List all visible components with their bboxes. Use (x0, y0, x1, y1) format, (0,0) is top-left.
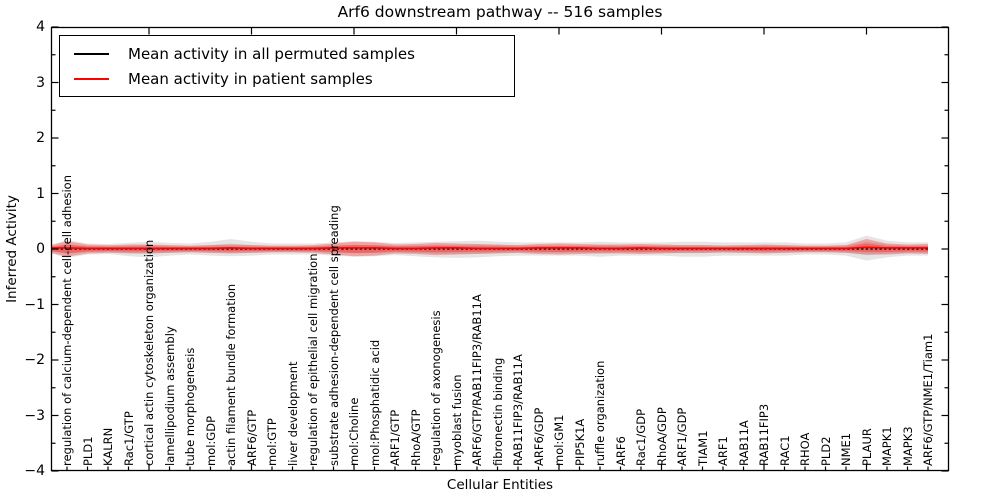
y-tick-label: −1 (24, 296, 45, 313)
x-tick-label: ARF6/GDP (531, 407, 546, 466)
patient-mean-line (51, 246, 928, 250)
legend-label: Mean activity in patient samples (128, 69, 373, 88)
x-tick-label: NME1 (839, 432, 853, 466)
x-tick-label: RAB11FIP3/RAB11A (511, 354, 525, 466)
x-tick-label: myoblast fusion (449, 374, 464, 466)
y-tick-label: −2 (24, 352, 45, 368)
x-tick-label: RAB11A (736, 420, 751, 466)
permuted-line-swatch (74, 52, 109, 55)
x-tick-label: RhoA/GDP (654, 407, 669, 466)
x-tick-label: KALRN (101, 427, 115, 466)
x-tick-label: MAPK1 (880, 426, 894, 466)
x-tick-label: lamellipodium assembly (162, 326, 177, 466)
x-tick-label: mol:Phosphatidic acid (367, 339, 382, 466)
x-tick-label: PLD2 (818, 436, 833, 466)
x-tick-label: PLAUR (859, 428, 874, 466)
x-tick-label: RAC1 (777, 435, 792, 466)
x-tick-label: Rac1/GDP (634, 408, 648, 466)
x-tick-label: regulation of epithelial cell migration (306, 253, 320, 466)
x-tick-label: RHOA (798, 432, 812, 466)
x-tick-label: mol:GDP (203, 415, 218, 466)
legend-label: Mean activity in all permuted samples (128, 44, 415, 63)
x-tick-label: ARF1/GTP (388, 409, 402, 466)
y-tick-label: 3 (36, 74, 45, 91)
x-tick-label: substrate adhesion-dependent cell spread… (326, 205, 341, 466)
x-tick-label: RhoA/GTP (408, 409, 423, 466)
x-tick-label: MAPK3 (900, 426, 915, 466)
x-tick-label: mol:GM1 (552, 414, 566, 466)
y-tick-label: −4 (24, 463, 45, 479)
legend-item-patient: Mean activity in patient samples (74, 70, 514, 88)
x-tick-label: ARF6/GTP/NME1/Tiam1 (921, 333, 935, 466)
x-tick-label: TIAM1 (695, 430, 710, 466)
x-tick-label: liver development (285, 361, 300, 466)
x-tick-label: ARF6/GTP/RAB11FIP3/RAB11A (470, 294, 484, 466)
x-tick-label: ARF6 (613, 436, 628, 466)
x-tick-label: regulation of calcium-dependent cell-cel… (60, 175, 74, 466)
legend-item-permuted: Mean activity in all permuted samples (74, 45, 514, 63)
y-axis-title: Inferred Activity (4, 195, 20, 303)
patient-line-swatch (74, 77, 109, 80)
y-tick-label: −3 (24, 407, 45, 424)
x-tick-label: actin filament bundle formation (224, 283, 238, 466)
x-tick-label: Rac1/GTP (121, 411, 136, 466)
x-tick-label: ARF1/GDP (675, 407, 689, 466)
x-tick-label: PLD1 (80, 436, 95, 466)
x-tick-label: mol:Choline (347, 397, 361, 466)
x-axis-title: Cellular Entities (446, 477, 554, 493)
y-tick-label: 0 (36, 241, 45, 257)
x-tick-label: fibronectin binding (490, 357, 505, 466)
x-tick-label: ruffle organization (593, 360, 607, 466)
x-tick-label: RAB11FIP3 (757, 403, 771, 466)
y-tick-label: 2 (36, 130, 45, 146)
x-tick-label: ARF1 (716, 436, 730, 466)
x-tick-label: ARF6/GTP (244, 409, 259, 466)
legend-box: Mean activity in all permuted samples Me… (59, 35, 515, 97)
x-tick-label: cortical actin cytoskeleton organization (142, 239, 156, 466)
x-tick-label: PIP5K1A (572, 418, 587, 466)
x-tick-label: tube morphogenesis (183, 347, 197, 466)
y-tick-label: 4 (36, 19, 45, 35)
x-tick-label: mol:GTP (265, 418, 279, 466)
chart-title: Arf6 downstream pathway -- 516 samples (337, 3, 663, 21)
x-tick-label: regulation of axonogenesis (429, 310, 443, 466)
y-tick-label: 1 (36, 185, 45, 202)
